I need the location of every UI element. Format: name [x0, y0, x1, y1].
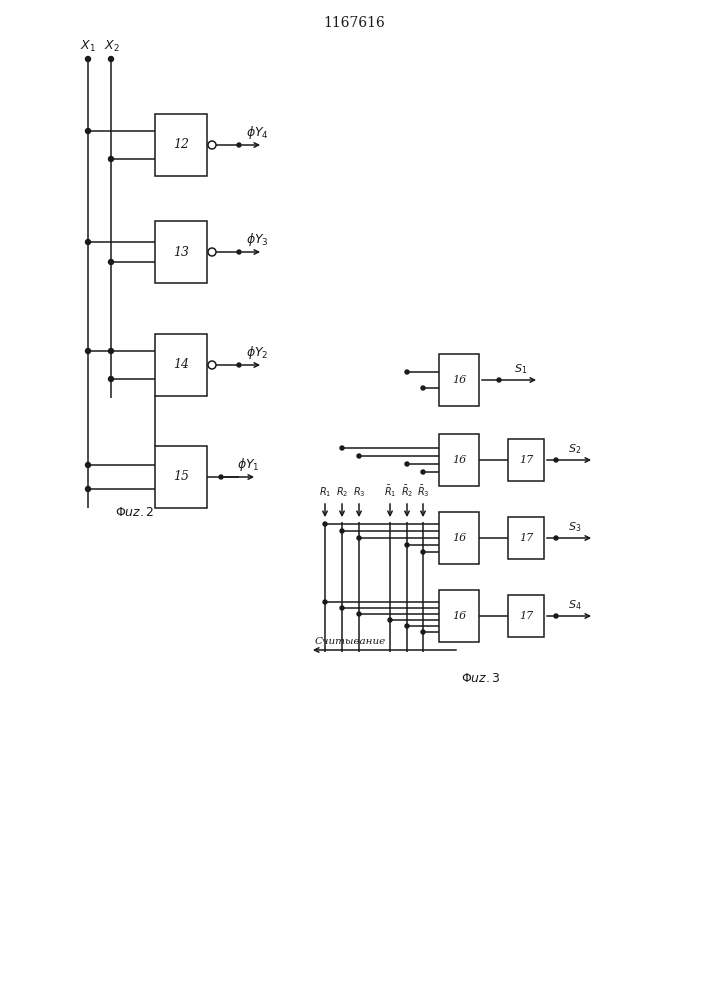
Text: $\phi Y_4$: $\phi Y_4$ — [246, 124, 269, 141]
Bar — [155, 221, 207, 283]
Circle shape — [86, 349, 90, 354]
Text: $R_3$: $R_3$ — [353, 485, 366, 499]
Bar — [439, 354, 479, 406]
Text: 17: 17 — [519, 455, 533, 465]
Text: $\bar{R}_1$: $\bar{R}_1$ — [384, 483, 396, 499]
Text: $\phi Y_2$: $\phi Y_2$ — [246, 344, 269, 361]
Circle shape — [405, 370, 409, 374]
Circle shape — [108, 349, 114, 354]
Circle shape — [323, 600, 327, 604]
Text: Считывание: Считывание — [315, 637, 386, 646]
Text: $X_1$: $X_1$ — [80, 39, 96, 54]
Bar — [508, 439, 544, 481]
Text: 13: 13 — [173, 245, 189, 258]
Text: $R_1$: $R_1$ — [319, 485, 331, 499]
Text: $S_4$: $S_4$ — [568, 598, 582, 612]
Text: $S_2$: $S_2$ — [568, 442, 581, 456]
Circle shape — [421, 630, 425, 634]
Circle shape — [86, 239, 90, 244]
Circle shape — [340, 446, 344, 450]
Text: 12: 12 — [173, 138, 189, 151]
Circle shape — [219, 475, 223, 479]
Circle shape — [340, 606, 344, 610]
Text: 17: 17 — [519, 533, 533, 543]
Bar — [439, 590, 479, 642]
Circle shape — [86, 462, 90, 468]
Text: $X_2$: $X_2$ — [104, 39, 120, 54]
Circle shape — [554, 614, 558, 618]
Text: $R_2$: $R_2$ — [336, 485, 348, 499]
Circle shape — [108, 259, 114, 264]
Circle shape — [421, 470, 425, 474]
Bar — [439, 512, 479, 564]
Text: $\bar{R}_3$: $\bar{R}_3$ — [416, 483, 429, 499]
Text: 16: 16 — [452, 455, 466, 465]
Circle shape — [405, 462, 409, 466]
Text: $\bar{R}_2$: $\bar{R}_2$ — [401, 483, 413, 499]
Circle shape — [108, 56, 114, 62]
Text: $S_1$: $S_1$ — [514, 362, 527, 376]
Circle shape — [554, 458, 558, 462]
Circle shape — [86, 56, 90, 62]
Text: 16: 16 — [452, 533, 466, 543]
Circle shape — [237, 143, 241, 147]
Text: $\Phi u z. 3$: $\Phi u z. 3$ — [461, 672, 501, 685]
Circle shape — [421, 550, 425, 554]
Circle shape — [86, 128, 90, 133]
Text: 16: 16 — [452, 375, 466, 385]
Circle shape — [405, 624, 409, 628]
Circle shape — [340, 529, 344, 533]
Circle shape — [237, 363, 241, 367]
Circle shape — [405, 543, 409, 547]
Text: 1167616: 1167616 — [323, 16, 385, 30]
Circle shape — [357, 536, 361, 540]
Circle shape — [86, 487, 90, 491]
Text: $\Phi u z. 2$: $\Phi u z. 2$ — [115, 506, 154, 519]
Text: 15: 15 — [173, 471, 189, 484]
Circle shape — [357, 454, 361, 458]
Bar — [155, 114, 207, 176]
Circle shape — [237, 250, 241, 254]
Circle shape — [108, 376, 114, 381]
Text: $\phi Y_3$: $\phi Y_3$ — [246, 231, 269, 248]
Text: 17: 17 — [519, 611, 533, 621]
Circle shape — [357, 612, 361, 616]
Circle shape — [388, 618, 392, 622]
Bar — [155, 334, 207, 396]
Text: $\phi Y_1$: $\phi Y_1$ — [237, 456, 259, 473]
Text: 14: 14 — [173, 359, 189, 371]
Bar — [508, 595, 544, 637]
Text: $S_3$: $S_3$ — [568, 520, 581, 534]
Bar — [439, 434, 479, 486]
Circle shape — [323, 522, 327, 526]
Circle shape — [497, 378, 501, 382]
Circle shape — [421, 386, 425, 390]
Text: 16: 16 — [452, 611, 466, 621]
Circle shape — [554, 536, 558, 540]
Circle shape — [108, 156, 114, 161]
Bar — [155, 446, 207, 508]
Bar — [508, 517, 544, 559]
